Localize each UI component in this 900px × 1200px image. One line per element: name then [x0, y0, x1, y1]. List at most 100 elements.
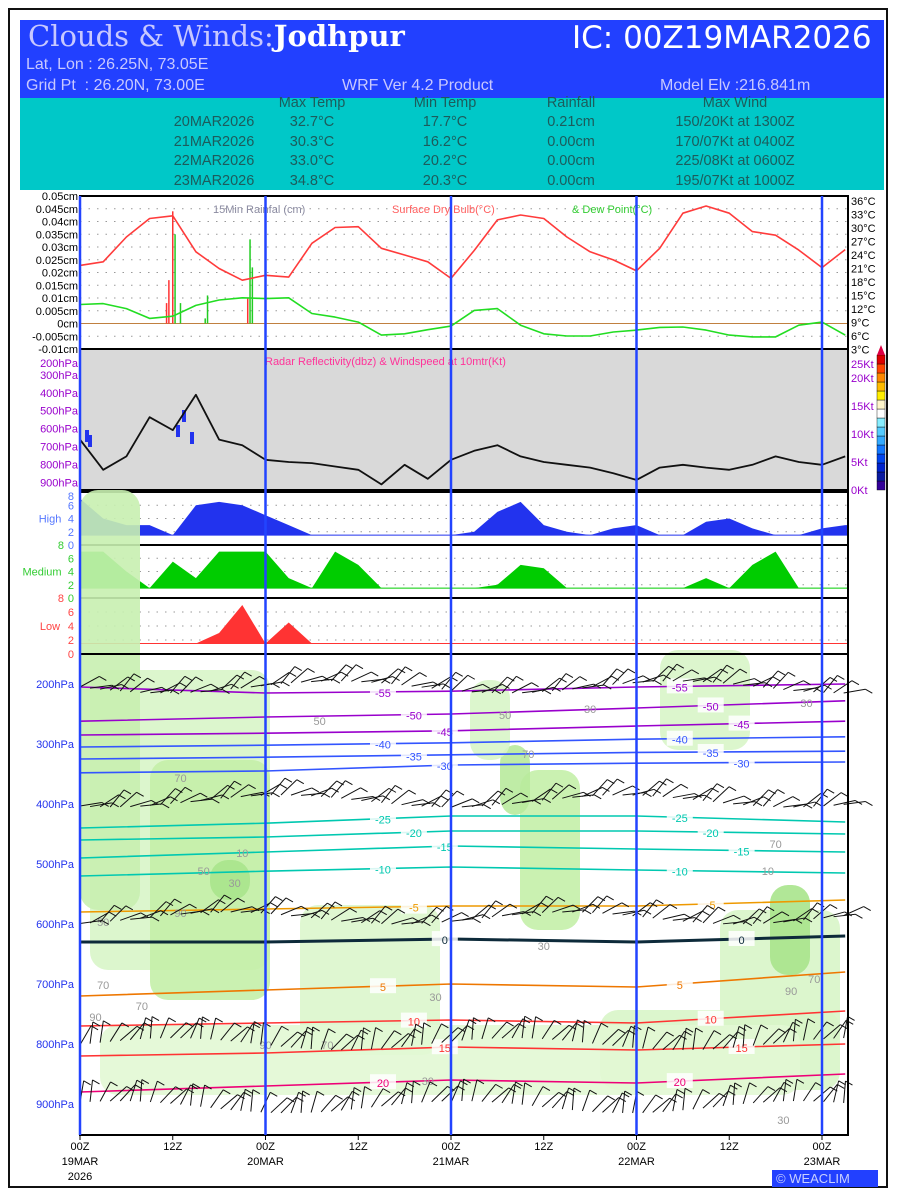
wind-barb-flag — [766, 906, 775, 912]
wind-barb-flag — [460, 1080, 468, 1086]
wind-barb — [200, 794, 223, 801]
isotherm-label-bg — [369, 978, 396, 994]
wind-tick: 15Kt — [851, 401, 874, 413]
wind-barb-flag — [642, 675, 651, 681]
wind-barb — [752, 789, 769, 806]
wind-barb — [99, 684, 122, 690]
wind-barb — [220, 780, 235, 799]
isotherm-label-bg — [369, 683, 396, 699]
isotherm-label: 0 — [442, 935, 448, 947]
wind-barb — [250, 792, 273, 797]
wind-barb — [351, 796, 374, 800]
wind-barb — [552, 904, 574, 913]
wind-barb — [381, 1091, 399, 1107]
wind-barb — [682, 1088, 686, 1111]
isotherm-label-bg — [697, 824, 724, 840]
wind-barb-flag — [726, 664, 734, 670]
wind-barb-flag — [566, 1091, 575, 1096]
wind-barb — [411, 681, 434, 687]
wind-barb — [290, 1092, 300, 1114]
title-prefix: Clouds & Winds: — [28, 19, 274, 53]
wind-barb-flag — [743, 795, 752, 801]
wind-barb-flag — [224, 894, 232, 900]
isotherm-label: -55 — [672, 682, 688, 694]
wind-barb-flag — [270, 1091, 278, 1097]
wind-barb-flag — [647, 1026, 656, 1032]
isotherm-label: -35 — [703, 748, 719, 760]
wind-barb-flag — [413, 1080, 421, 1086]
wind-barb-flag — [804, 917, 813, 923]
wind-barb-flag — [388, 787, 397, 793]
wind-barb-flag — [720, 668, 729, 674]
wind-barb-flag — [863, 906, 871, 911]
wind-barb-flag — [516, 675, 524, 681]
medium-tick: 8 — [58, 540, 64, 552]
wind-barb — [722, 1031, 738, 1049]
wind-barb — [481, 1084, 497, 1102]
wind-barb — [642, 674, 664, 683]
wind-barb — [431, 676, 451, 689]
wind-barb — [803, 792, 822, 808]
rh-label: 10 — [762, 866, 774, 878]
wind-barb-flag — [579, 676, 588, 682]
isotherm-label: -10 — [672, 867, 688, 879]
wind-barb-flag — [175, 1086, 183, 1092]
wind-barb-flag — [754, 678, 762, 683]
wind-barb — [180, 1022, 197, 1039]
temp-tick: 33°C — [851, 210, 876, 222]
rh-label: 30 — [228, 878, 240, 890]
wind-barb — [109, 905, 127, 922]
pressure-tick: 900hPa — [40, 477, 79, 489]
wind-barb — [451, 1080, 461, 1102]
isotherm-label: -45 — [734, 720, 750, 732]
wind-barb-flag — [99, 676, 107, 681]
wind-barb — [230, 1026, 248, 1042]
wind-barb-flag — [840, 792, 849, 798]
rain-tick: 0.015cm — [36, 280, 78, 292]
wind-barb-flag — [212, 798, 220, 804]
wind-barb-flag — [127, 676, 135, 682]
wind-barb — [320, 1095, 336, 1113]
wind-barb-flag — [714, 676, 722, 682]
wind-barb — [431, 1023, 442, 1044]
wind-barb — [481, 1017, 489, 1040]
wind-barb — [330, 780, 346, 798]
wind-barb-flag — [307, 1026, 315, 1032]
wind-barb-flag — [171, 689, 180, 695]
wind-barb — [340, 1034, 358, 1051]
wind-barb — [501, 911, 524, 917]
wind-barb — [89, 684, 112, 689]
wind-barb — [149, 1016, 153, 1039]
wind-barb — [642, 1094, 657, 1114]
wind-barb-flag — [151, 916, 160, 922]
wind-barb — [501, 792, 522, 805]
wind-barb — [300, 1027, 308, 1049]
rain-tick: 0cm — [57, 319, 78, 331]
wind-barb — [561, 1087, 570, 1110]
wind-barb-flag — [666, 778, 674, 784]
wind-barb — [391, 1033, 409, 1049]
wind-barb-flag — [627, 668, 636, 674]
wind-barb-flag — [531, 682, 539, 688]
wind-barb-flag — [603, 684, 612, 690]
wind-barb-flag — [161, 803, 170, 809]
isotherm-label: -40 — [672, 735, 688, 747]
lat-lon: Lat, Lon : 26.25N, 73.05E — [26, 56, 209, 73]
wind-barb-flag — [123, 789, 132, 795]
wind-barb — [682, 910, 703, 922]
isotherm-label-bg — [400, 824, 427, 840]
wind-barb — [461, 914, 484, 921]
wind-barb — [99, 1081, 111, 1102]
wind-barb — [762, 670, 779, 688]
wind-barb — [662, 1034, 680, 1050]
wind-barb — [521, 1016, 526, 1039]
colorbar-swatch — [876, 453, 886, 464]
wind-barb-flag — [675, 1093, 683, 1099]
wind-barb — [592, 895, 608, 913]
wind-barb-flag — [509, 903, 518, 909]
wind-barb-flag — [739, 668, 748, 674]
wind-barb-flag — [285, 897, 294, 903]
wind-barb — [360, 1027, 364, 1050]
wind-barb — [320, 901, 336, 920]
wind-barb-flag — [515, 1081, 523, 1087]
